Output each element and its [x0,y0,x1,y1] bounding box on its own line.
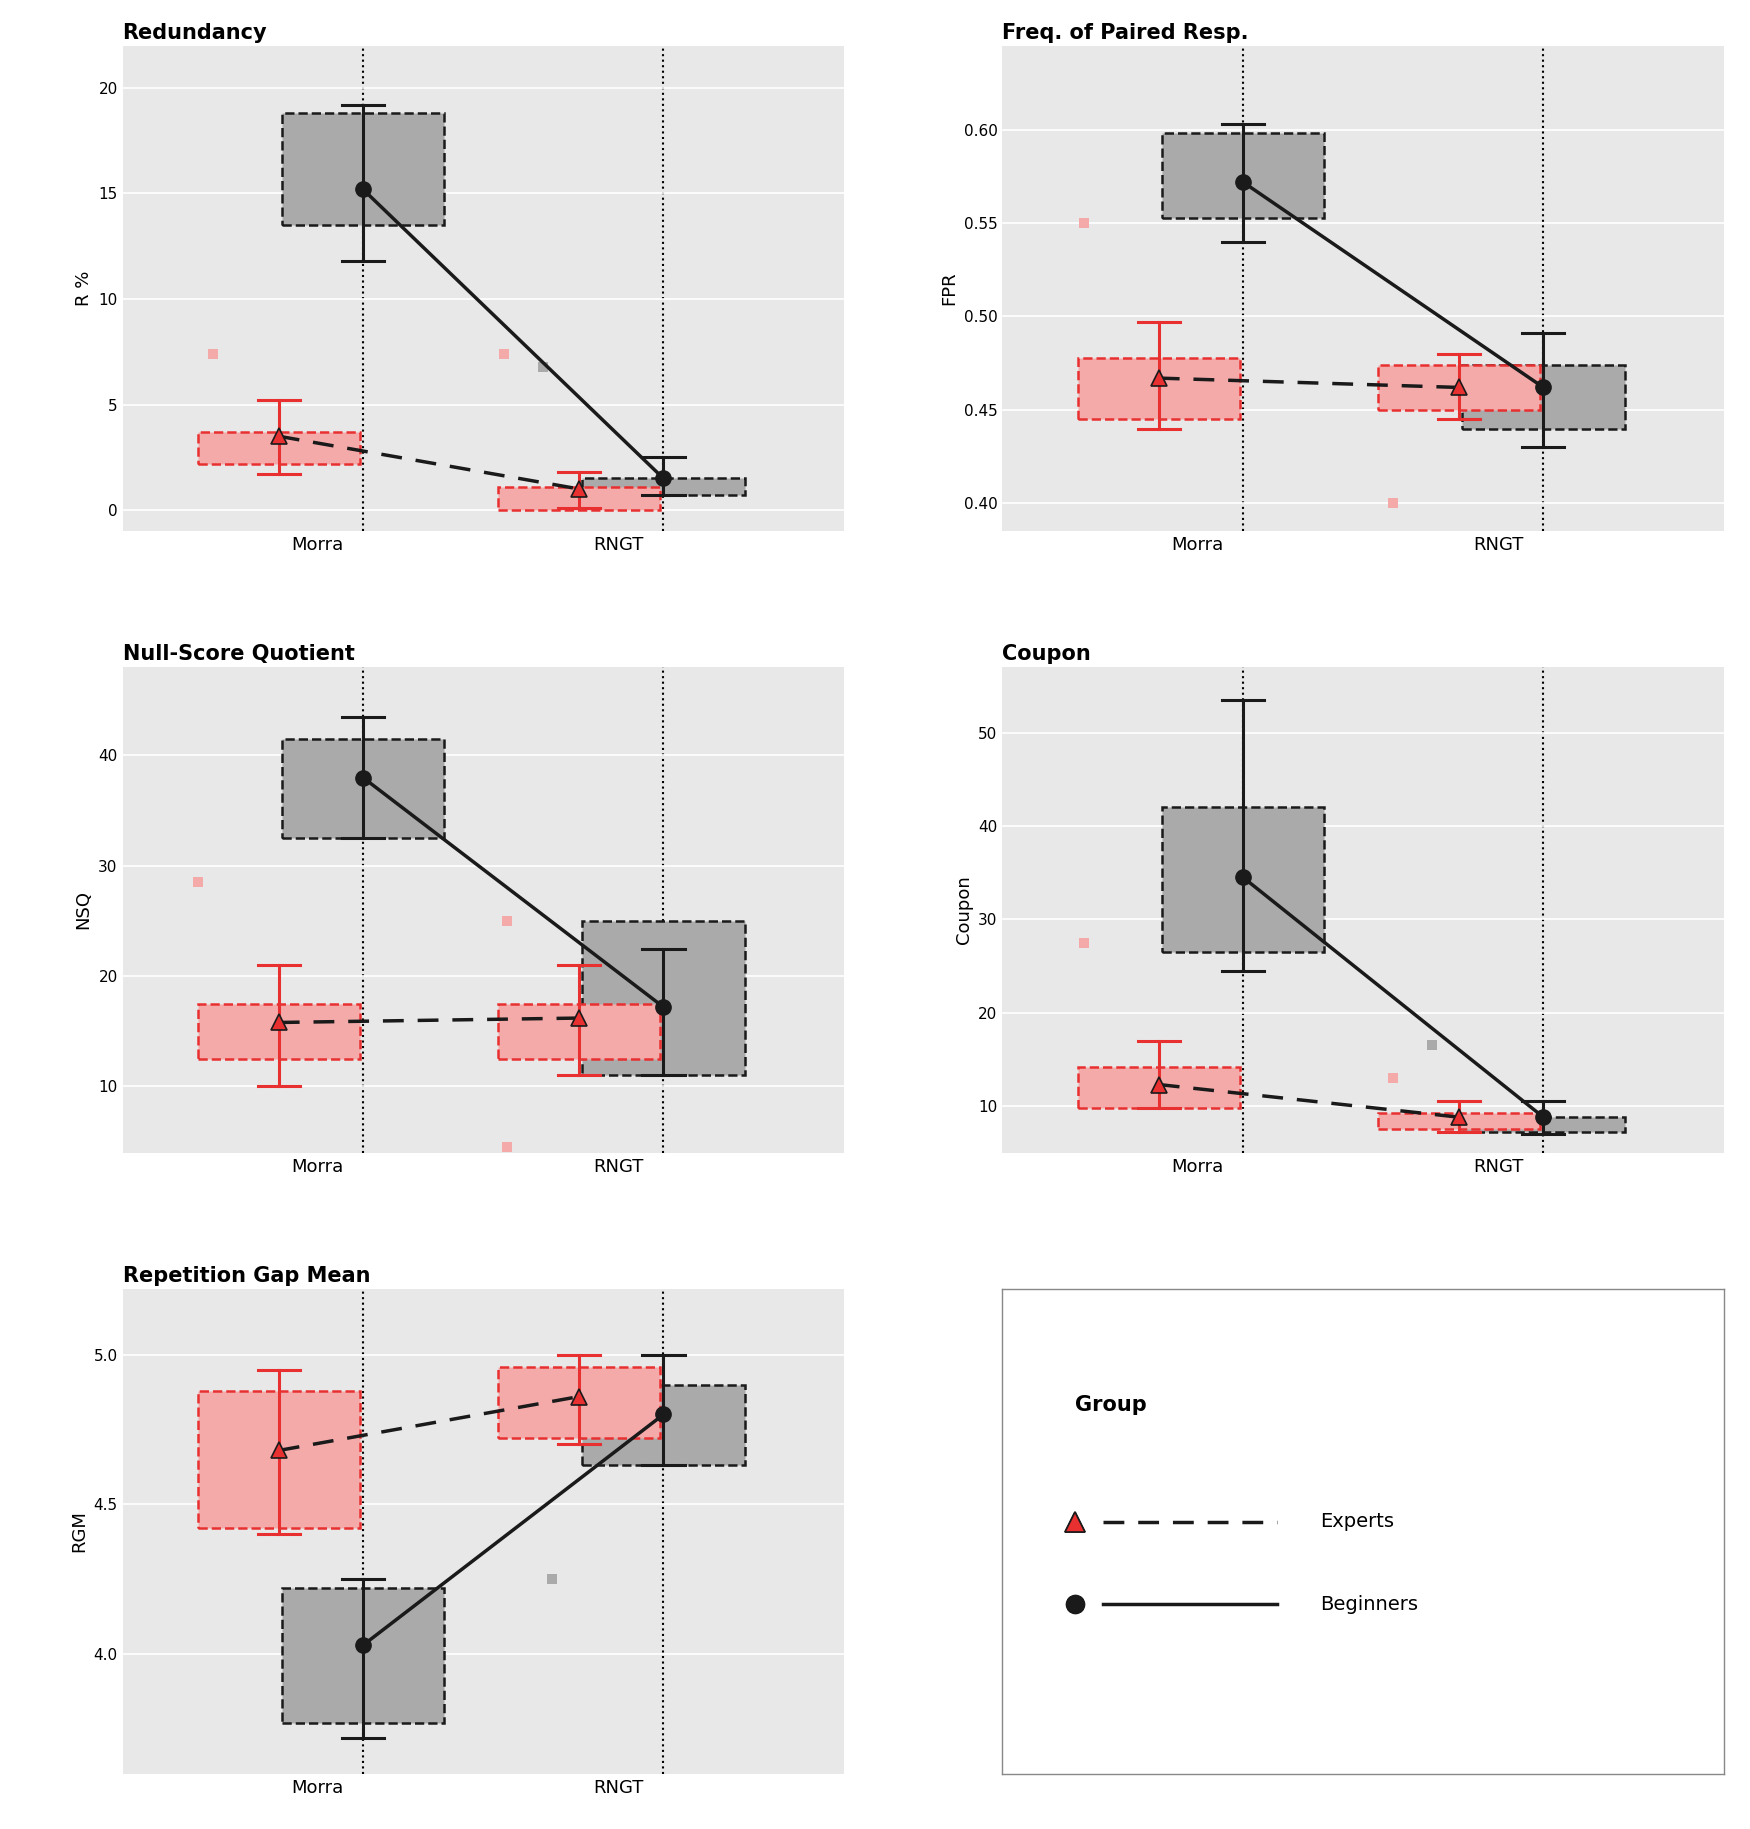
Bar [1162,807,1325,951]
Bar [1379,1114,1540,1128]
Bar [282,113,444,225]
Y-axis label: FPR: FPR [940,273,959,305]
Bar [1078,358,1241,419]
Y-axis label: Coupon: Coupon [956,876,973,944]
Text: Freq. of Paired Resp.: Freq. of Paired Resp. [1003,22,1250,42]
Bar [583,479,744,496]
Bar [282,739,444,838]
Bar [198,1004,360,1059]
Text: Group: Group [1074,1396,1146,1416]
Bar [1463,1118,1624,1132]
Text: Beginners: Beginners [1320,1595,1418,1613]
Text: Redundancy: Redundancy [123,22,268,42]
Y-axis label: RGM: RGM [70,1511,88,1553]
Y-axis label: R %: R % [75,271,93,305]
Bar [1379,366,1540,410]
Bar [198,1390,360,1529]
Bar [499,1366,660,1438]
Bar [1162,134,1325,218]
Text: Coupon: Coupon [1003,644,1092,664]
Text: Null-Score Quotient: Null-Score Quotient [123,644,354,664]
Bar [282,1588,444,1723]
Bar [583,1385,744,1465]
Y-axis label: NSQ: NSQ [75,891,93,929]
Text: Repetition Gap Mean: Repetition Gap Mean [123,1266,369,1286]
Bar [499,487,660,510]
Bar [499,1004,660,1059]
Bar [1463,366,1624,428]
Bar [1078,1066,1241,1108]
Text: Experts: Experts [1320,1513,1393,1531]
Bar [583,922,744,1075]
Bar [198,432,360,465]
